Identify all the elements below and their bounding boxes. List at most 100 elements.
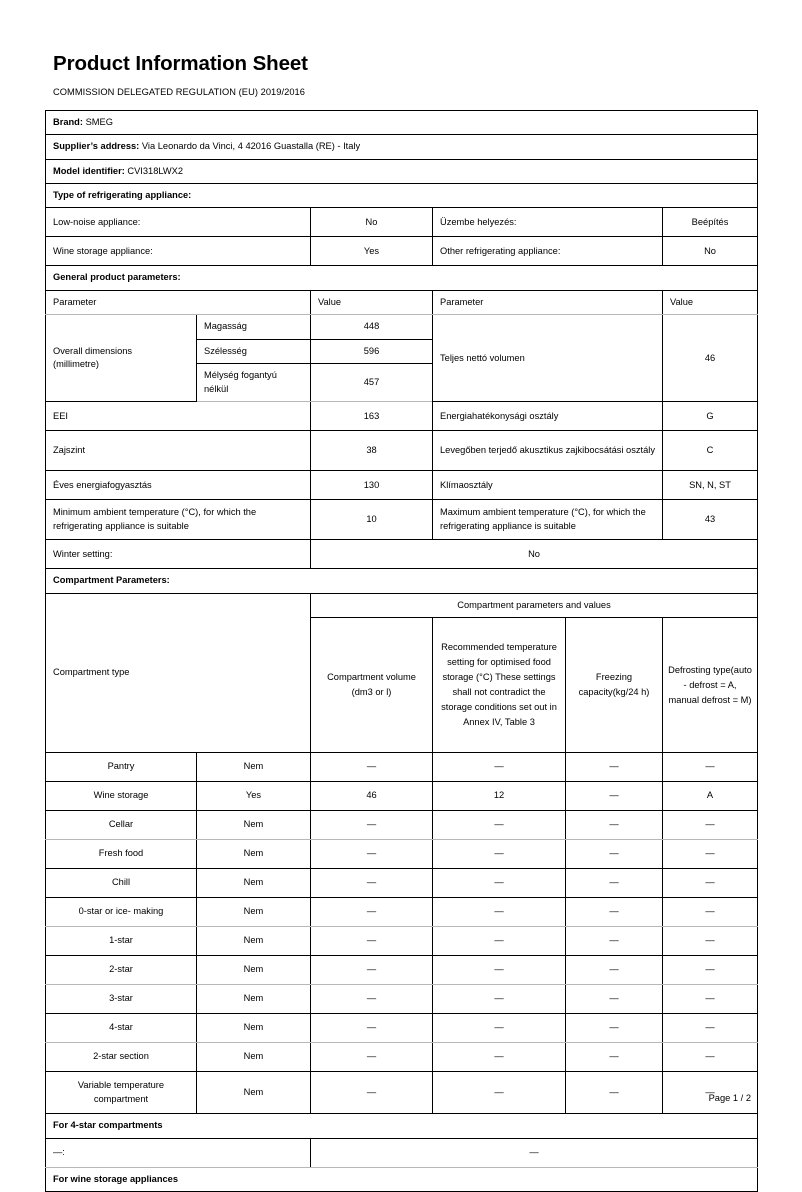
supplier-row: Supplier’s address: Via Leonardo da Vinc… (44, 134, 759, 160)
compartment-volume: — (310, 1013, 433, 1044)
table-row: 2-star Nem — — — — (45, 955, 759, 986)
compartment-type: Chill (45, 868, 197, 899)
compartment-volume: — (310, 810, 433, 841)
appliance-type-row: Low-noise appliance: No Üzembe helyezés:… (45, 207, 759, 238)
min-ambient-label: Minimum ambient temperature (°C), for wh… (45, 499, 311, 541)
compartment-freezing: — (565, 868, 663, 899)
compartment-defrost: — (661, 984, 759, 1015)
compartment-defrost: — (661, 926, 759, 957)
compartment-temperature: — (432, 984, 566, 1015)
eei-label: EEI (45, 401, 311, 432)
net-volume-value: 46 (661, 314, 759, 403)
compartment-temperature: — (432, 897, 566, 928)
table-row: Fresh food Nem — — — — (45, 839, 759, 870)
noise-row: Zajszint 38 Levegőben terjedő akusztikus… (45, 430, 759, 472)
compartment-freezing: — (565, 984, 663, 1015)
table-row: 2-star section Nem — — — — (45, 1042, 759, 1073)
annual-energy-row: Éves energiafogyasztás 130 Klímaosztály … (45, 470, 759, 501)
compartment-present: Nem (196, 984, 311, 1015)
compartment-freezing: — (565, 810, 663, 841)
supplier-cell: Supplier’s address: Via Leonardo da Vinc… (44, 134, 759, 160)
table-row: Chill Nem — — — — (45, 868, 759, 899)
eei-row: EEI 163 Energiahatékonysági osztály G (45, 401, 759, 432)
low-noise-label: Low-noise appliance: (45, 207, 311, 238)
compartment-type: 3-star (45, 984, 197, 1015)
appliance-type-row: Wine storage appliance: Yes Other refrig… (45, 236, 759, 267)
compartment-volume: — (310, 984, 433, 1015)
compartment-present: Nem (196, 955, 311, 986)
table-row: 0-star or ice- making Nem — — — — (45, 897, 759, 928)
compartment-volume-header: Compartment volume (dm3 or l) (310, 617, 433, 754)
brand-cell: Brand: SMEG (44, 109, 759, 136)
winter-setting-value: No (309, 539, 759, 570)
page-number: Page 1 / 2 (708, 1093, 751, 1103)
compartment-defrost: — (661, 897, 759, 928)
compartment-defrost: — (661, 810, 759, 841)
compartment-temperature: — (432, 752, 566, 783)
noise-level-value: 38 (310, 430, 433, 472)
compartment-volume: — (310, 1042, 433, 1073)
compartment-type-header: Compartment type (45, 592, 311, 754)
compartment-freezing: — (565, 955, 663, 986)
appliance-type-header-row: Type of refrigerating appliance: (44, 182, 759, 209)
compartment-present: Nem (196, 1071, 311, 1115)
regulation-reference: COMMISSION DELEGATED REGULATION (EU) 201… (53, 86, 306, 97)
four-star-value-row: —: — (45, 1137, 759, 1168)
compartment-header-row: Compartment Parameters: (44, 568, 759, 594)
wine-storage-appliance-label: Wine storage appliance: (45, 236, 311, 267)
table-row: 4-star Nem — — — — (45, 1013, 759, 1044)
dimension-name-depth: Mélység fogantyú nélkül (196, 363, 311, 403)
compartment-values-group-header: Compartment parameters and values (309, 592, 759, 619)
compartment-temperature: — (432, 1013, 566, 1044)
overall-dimensions-label: Overall dimensions (millimetre) (45, 314, 197, 403)
compartment-group-header-row: Compartment type Compartment parameters … (45, 592, 759, 754)
annual-energy-value: 130 (310, 470, 433, 501)
four-star-section-title: For 4-star compartments (44, 1113, 759, 1139)
model-cell: Model identifier: CVI318LWX2 (44, 158, 759, 185)
compartment-freezing: — (565, 926, 663, 957)
compartment-present: Nem (196, 839, 311, 870)
compartment-type: Variable temperature compartment (45, 1071, 197, 1115)
compartment-volume: — (310, 955, 433, 986)
winter-setting-row: Winter setting: No (45, 539, 759, 570)
table-row: Wine storage Yes 46 12 — A (45, 781, 759, 812)
compartment-temperature: — (432, 926, 566, 957)
ambient-temperature-row: Minimum ambient temperature (°C), for wh… (45, 499, 759, 541)
compartment-temperature: — (432, 1042, 566, 1073)
dimension-value-depth: 457 (310, 363, 433, 403)
noise-level-label: Zajszint (45, 430, 311, 472)
compartment-present: Nem (196, 926, 311, 957)
compartment-volume: — (310, 868, 433, 899)
compartment-type: 2-star section (45, 1042, 197, 1073)
dimension-name-width: Szélesség (196, 338, 311, 365)
four-star-label: —: (45, 1137, 311, 1168)
compartment-defrost: — (661, 955, 759, 986)
brand-row: Brand: SMEG (44, 109, 759, 136)
compartment-present: Yes (196, 781, 311, 812)
compartment-volume: — (310, 839, 433, 870)
other-appliance-value: No (661, 236, 759, 267)
net-volume-label: Teljes nettó volumen (432, 314, 663, 403)
noise-class-label: Levegőben terjedő akusztikus zajkibocsát… (432, 430, 663, 472)
compartment-volume: — (310, 752, 433, 783)
dimension-value-width: 596 (310, 338, 433, 365)
compartment-present: Nem (196, 1013, 311, 1044)
compartment-volume: — (310, 1071, 433, 1115)
compartment-defrost: — (661, 868, 759, 899)
page-title: Product Information Sheet (53, 52, 308, 75)
model-row: Model identifier: CVI318LWX2 (44, 158, 759, 185)
installation-value: Beépítés (661, 207, 759, 238)
model-label: Model identifier: (53, 165, 125, 176)
compartment-freezing: — (565, 839, 663, 870)
freezing-capacity-header: Freezing capacity(kg/24 h) (565, 617, 663, 754)
winter-setting-label: Winter setting: (45, 539, 311, 570)
compartment-present: Nem (196, 752, 311, 783)
general-column-header-row: Parameter Value Parameter Value (45, 289, 759, 316)
dimension-row-height: Overall dimensions (millimetre) Magasság… (45, 314, 759, 403)
compartment-temperature: — (432, 839, 566, 870)
compartment-temperature: — (432, 810, 566, 841)
compartment-type: Wine storage (45, 781, 197, 812)
climate-class-label: Klímaosztály (432, 470, 663, 501)
dimension-name-height: Magasság (196, 314, 311, 340)
compartment-defrost: A (661, 781, 759, 812)
